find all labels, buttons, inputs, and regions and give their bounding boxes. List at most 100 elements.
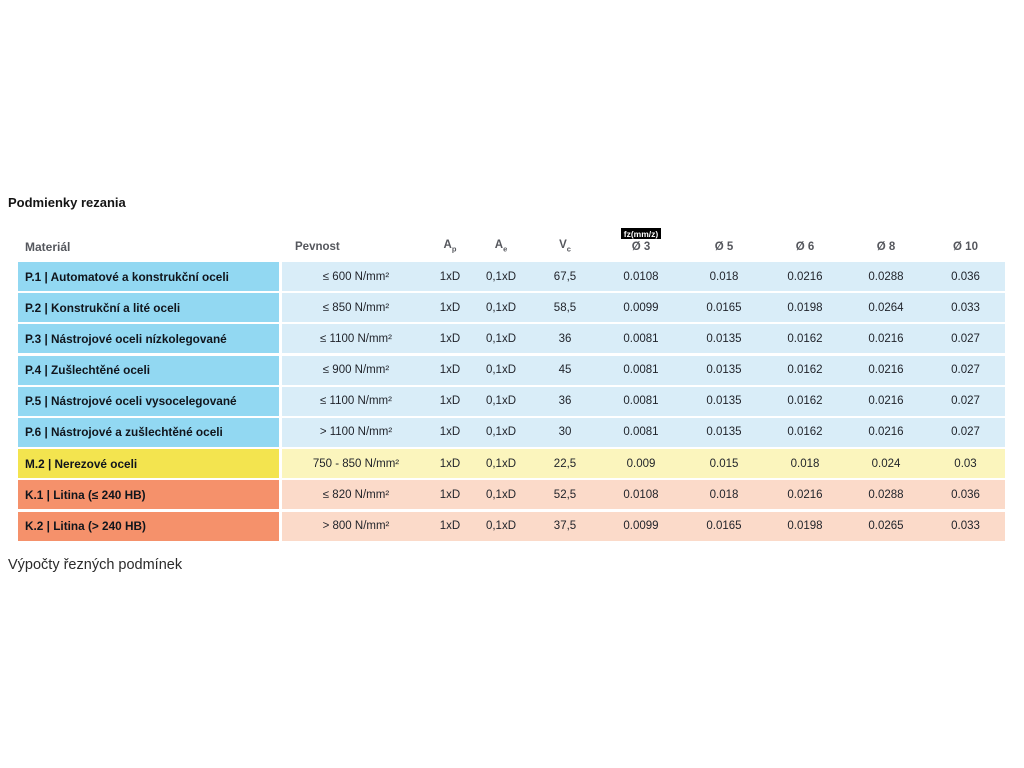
ae-cell: 0,1xD — [470, 293, 532, 323]
fz-d8-cell: 0.0288 — [846, 480, 926, 510]
fz-unit-badge: fz(mm/z) — [620, 227, 662, 240]
calculations-section-label: Výpočty řezných podmínek — [8, 557, 183, 573]
table-row: P.5 | Nástrojové oceli vysocelegované ≤ … — [18, 386, 1005, 416]
table-row: K.1 | Litina (≤ 240 HB) ≤ 820 N/mm² 1xD … — [18, 480, 1005, 510]
fz-d8-cell: 0.0264 — [846, 293, 926, 323]
fz-d5-cell: 0.0135 — [684, 355, 764, 385]
fz-d5-cell: 0.018 — [684, 480, 764, 510]
column-gap — [279, 480, 282, 510]
ap-cell: 1xD — [430, 262, 470, 291]
fz-d6-cell: 0.0162 — [764, 417, 846, 447]
cutting-conditions-table: Materiál Pevnost Ap Ae Vc fz(mm/z) Ø 3 Ø… — [18, 224, 1005, 543]
column-header-material: Materiál — [25, 239, 71, 254]
material-cell: P.6 | Nástrojové a zušlechtěné oceli — [18, 417, 279, 447]
fz-d10-cell: 0.033 — [926, 293, 1005, 323]
column-gap — [279, 324, 282, 354]
ae-cell: 0,1xD — [470, 324, 532, 354]
fz-d5-cell: 0.0165 — [684, 511, 764, 541]
table-row: P.2 | Konstrukční a lité oceli ≤ 850 N/m… — [18, 293, 1005, 323]
fz-d6-cell: 0.0162 — [764, 324, 846, 354]
fz-d8-cell: 0.0216 — [846, 324, 926, 354]
table-row: P.1 | Automatové a konstrukční oceli ≤ 6… — [18, 262, 1005, 291]
pevnost-cell: ≤ 600 N/mm² — [282, 262, 430, 291]
ap-cell: 1xD — [430, 449, 470, 479]
column-header-vc: Vc — [559, 239, 571, 254]
fz-d6-cell: 0.0216 — [764, 262, 846, 291]
column-header-ap: Ap — [443, 239, 457, 254]
table-row: P.3 | Nástrojové oceli nízkolegované ≤ 1… — [18, 324, 1005, 354]
material-cell: K.2 | Litina (> 240 HB) — [18, 511, 279, 541]
fz-d5-cell: 0.0135 — [684, 324, 764, 354]
fz-d3-cell: 0.0081 — [598, 386, 684, 416]
fz-d3-cell: 0.0099 — [598, 293, 684, 323]
fz-d5-cell: 0.0135 — [684, 386, 764, 416]
ae-cell: 0,1xD — [470, 355, 532, 385]
column-gap — [279, 355, 282, 385]
page-title: Podmienky rezania — [8, 195, 126, 210]
ap-cell: 1xD — [430, 293, 470, 323]
vc-cell: 36 — [532, 324, 598, 354]
fz-d10-cell: 0.036 — [926, 262, 1005, 291]
material-cell: P.2 | Konstrukční a lité oceli — [18, 293, 279, 323]
fz-d3-cell: 0.0108 — [598, 480, 684, 510]
fz-d8-cell: 0.0288 — [846, 262, 926, 291]
fz-d10-cell: 0.03 — [926, 449, 1005, 479]
fz-d3-cell: 0.0081 — [598, 324, 684, 354]
column-header-d3: fz(mm/z) Ø 3 — [598, 227, 684, 262]
fz-d8-cell: 0.0216 — [846, 355, 926, 385]
fz-d5-cell: 0.015 — [684, 449, 764, 479]
material-cell: P.5 | Nástrojové oceli vysocelegované — [18, 386, 279, 416]
vc-cell: 52,5 — [532, 480, 598, 510]
fz-d10-cell: 0.027 — [926, 417, 1005, 447]
fz-d10-cell: 0.033 — [926, 511, 1005, 541]
table-body: P.1 | Automatové a konstrukční oceli ≤ 6… — [18, 262, 1005, 541]
fz-d6-cell: 0.0198 — [764, 293, 846, 323]
ae-cell: 0,1xD — [470, 449, 532, 479]
table-header-row: Materiál Pevnost Ap Ae Vc fz(mm/z) Ø 3 Ø… — [18, 224, 1005, 262]
fz-d10-cell: 0.027 — [926, 324, 1005, 354]
ap-cell: 1xD — [430, 417, 470, 447]
fz-d6-cell: 0.0162 — [764, 386, 846, 416]
vc-cell: 67,5 — [532, 262, 598, 291]
column-header-d10: Ø 10 — [953, 241, 978, 254]
material-cell: P.4 | Zušlechtěné oceli — [18, 355, 279, 385]
ae-cell: 0,1xD — [470, 480, 532, 510]
fz-d10-cell: 0.036 — [926, 480, 1005, 510]
fz-d3-cell: 0.0081 — [598, 355, 684, 385]
fz-d3-cell: 0.009 — [598, 449, 684, 479]
ae-cell: 0,1xD — [470, 386, 532, 416]
fz-d5-cell: 0.0165 — [684, 293, 764, 323]
pevnost-cell: > 1100 N/mm² — [282, 417, 430, 447]
column-gap — [279, 262, 282, 291]
fz-d10-cell: 0.027 — [926, 355, 1005, 385]
fz-d5-cell: 0.0135 — [684, 417, 764, 447]
ae-cell: 0,1xD — [470, 511, 532, 541]
fz-d8-cell: 0.0265 — [846, 511, 926, 541]
material-cell: P.3 | Nástrojové oceli nízkolegované — [18, 324, 279, 354]
table-row: K.2 | Litina (> 240 HB) > 800 N/mm² 1xD … — [18, 511, 1005, 541]
fz-d6-cell: 0.0162 — [764, 355, 846, 385]
column-gap — [279, 511, 282, 541]
ae-cell: 0,1xD — [470, 262, 532, 291]
pevnost-cell: > 800 N/mm² — [282, 511, 430, 541]
fz-d3-cell: 0.0108 — [598, 262, 684, 291]
fz-d8-cell: 0.0216 — [846, 386, 926, 416]
fz-d6-cell: 0.0198 — [764, 511, 846, 541]
column-header-d5: Ø 5 — [714, 241, 734, 254]
material-cell: M.2 | Nerezové oceli — [18, 449, 279, 479]
pevnost-cell: 750 - 850 N/mm² — [282, 449, 430, 479]
fz-d3-cell: 0.0081 — [598, 417, 684, 447]
fz-d5-cell: 0.018 — [684, 262, 764, 291]
column-gap — [279, 417, 282, 447]
pevnost-cell: ≤ 1100 N/mm² — [282, 324, 430, 354]
column-header-pevnost: Pevnost — [295, 241, 340, 254]
column-gap — [279, 386, 282, 416]
material-cell: K.1 | Litina (≤ 240 HB) — [18, 480, 279, 510]
fz-d8-cell: 0.0216 — [846, 417, 926, 447]
vc-cell: 36 — [532, 386, 598, 416]
vc-cell: 30 — [532, 417, 598, 447]
column-header-d8: Ø 8 — [876, 241, 896, 254]
table-row: P.4 | Zušlechtěné oceli ≤ 900 N/mm² 1xD … — [18, 355, 1005, 385]
column-gap — [279, 293, 282, 323]
column-header-d3-label: Ø 3 — [631, 241, 651, 254]
